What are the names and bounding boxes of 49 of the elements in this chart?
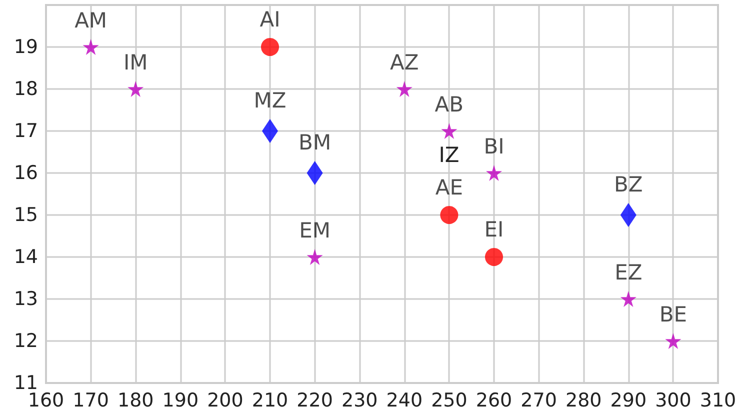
x-tick-label: 180: [117, 390, 154, 412]
data-label: BM: [298, 130, 332, 154]
point: [620, 291, 636, 307]
data-label: AI: [260, 8, 280, 32]
point: [82, 39, 99, 55]
point: [486, 165, 502, 181]
x-tick-label: 310: [700, 390, 736, 412]
point: [306, 249, 323, 265]
point: [396, 81, 412, 97]
point: [440, 206, 458, 224]
data-label: AM: [74, 8, 108, 32]
data-label: AB: [434, 92, 464, 116]
data-label: EI: [484, 218, 504, 242]
x-tick-label: 210: [252, 390, 288, 412]
x-tick-label: 290: [610, 390, 647, 412]
x-tick-label: 250: [431, 390, 468, 412]
y-tick-label: 13: [14, 288, 38, 310]
x-tick-label: 270: [520, 390, 557, 412]
x-tick-label: 300: [655, 390, 692, 412]
point: [261, 38, 279, 56]
x-tick-label: 200: [207, 390, 244, 412]
x-tick-label: 170: [72, 390, 109, 412]
x-tick-label: 230: [341, 390, 378, 412]
y-tick-label: 16: [14, 162, 38, 184]
annotation: IZ: [438, 143, 460, 167]
data-label: IM: [123, 50, 148, 74]
y-tick-label: 12: [14, 330, 38, 352]
x-tick-label: 240: [386, 390, 423, 412]
point: [485, 248, 503, 266]
x-tick-label: 190: [162, 390, 199, 412]
x-tick-label: 220: [296, 390, 333, 412]
y-tick-label: 19: [14, 36, 38, 58]
data-label: BE: [659, 302, 688, 326]
data-label: BZ: [614, 172, 643, 196]
x-tick-label: 280: [565, 390, 602, 412]
data-label: EM: [299, 218, 330, 242]
y-tick-label: 17: [14, 120, 38, 142]
point: [665, 333, 682, 349]
data-label: EZ: [614, 260, 642, 284]
data-label: AE: [435, 176, 464, 200]
y-tick-label: 18: [14, 78, 38, 100]
x-tick-label: 260: [476, 390, 512, 412]
y-tick-label: 14: [14, 246, 38, 268]
y-tick-label: 15: [14, 204, 38, 226]
point: [441, 123, 458, 139]
point: [128, 81, 144, 97]
data-label: MZ: [254, 88, 286, 112]
data-label: BI: [484, 134, 504, 158]
data-label: AZ: [390, 50, 419, 74]
